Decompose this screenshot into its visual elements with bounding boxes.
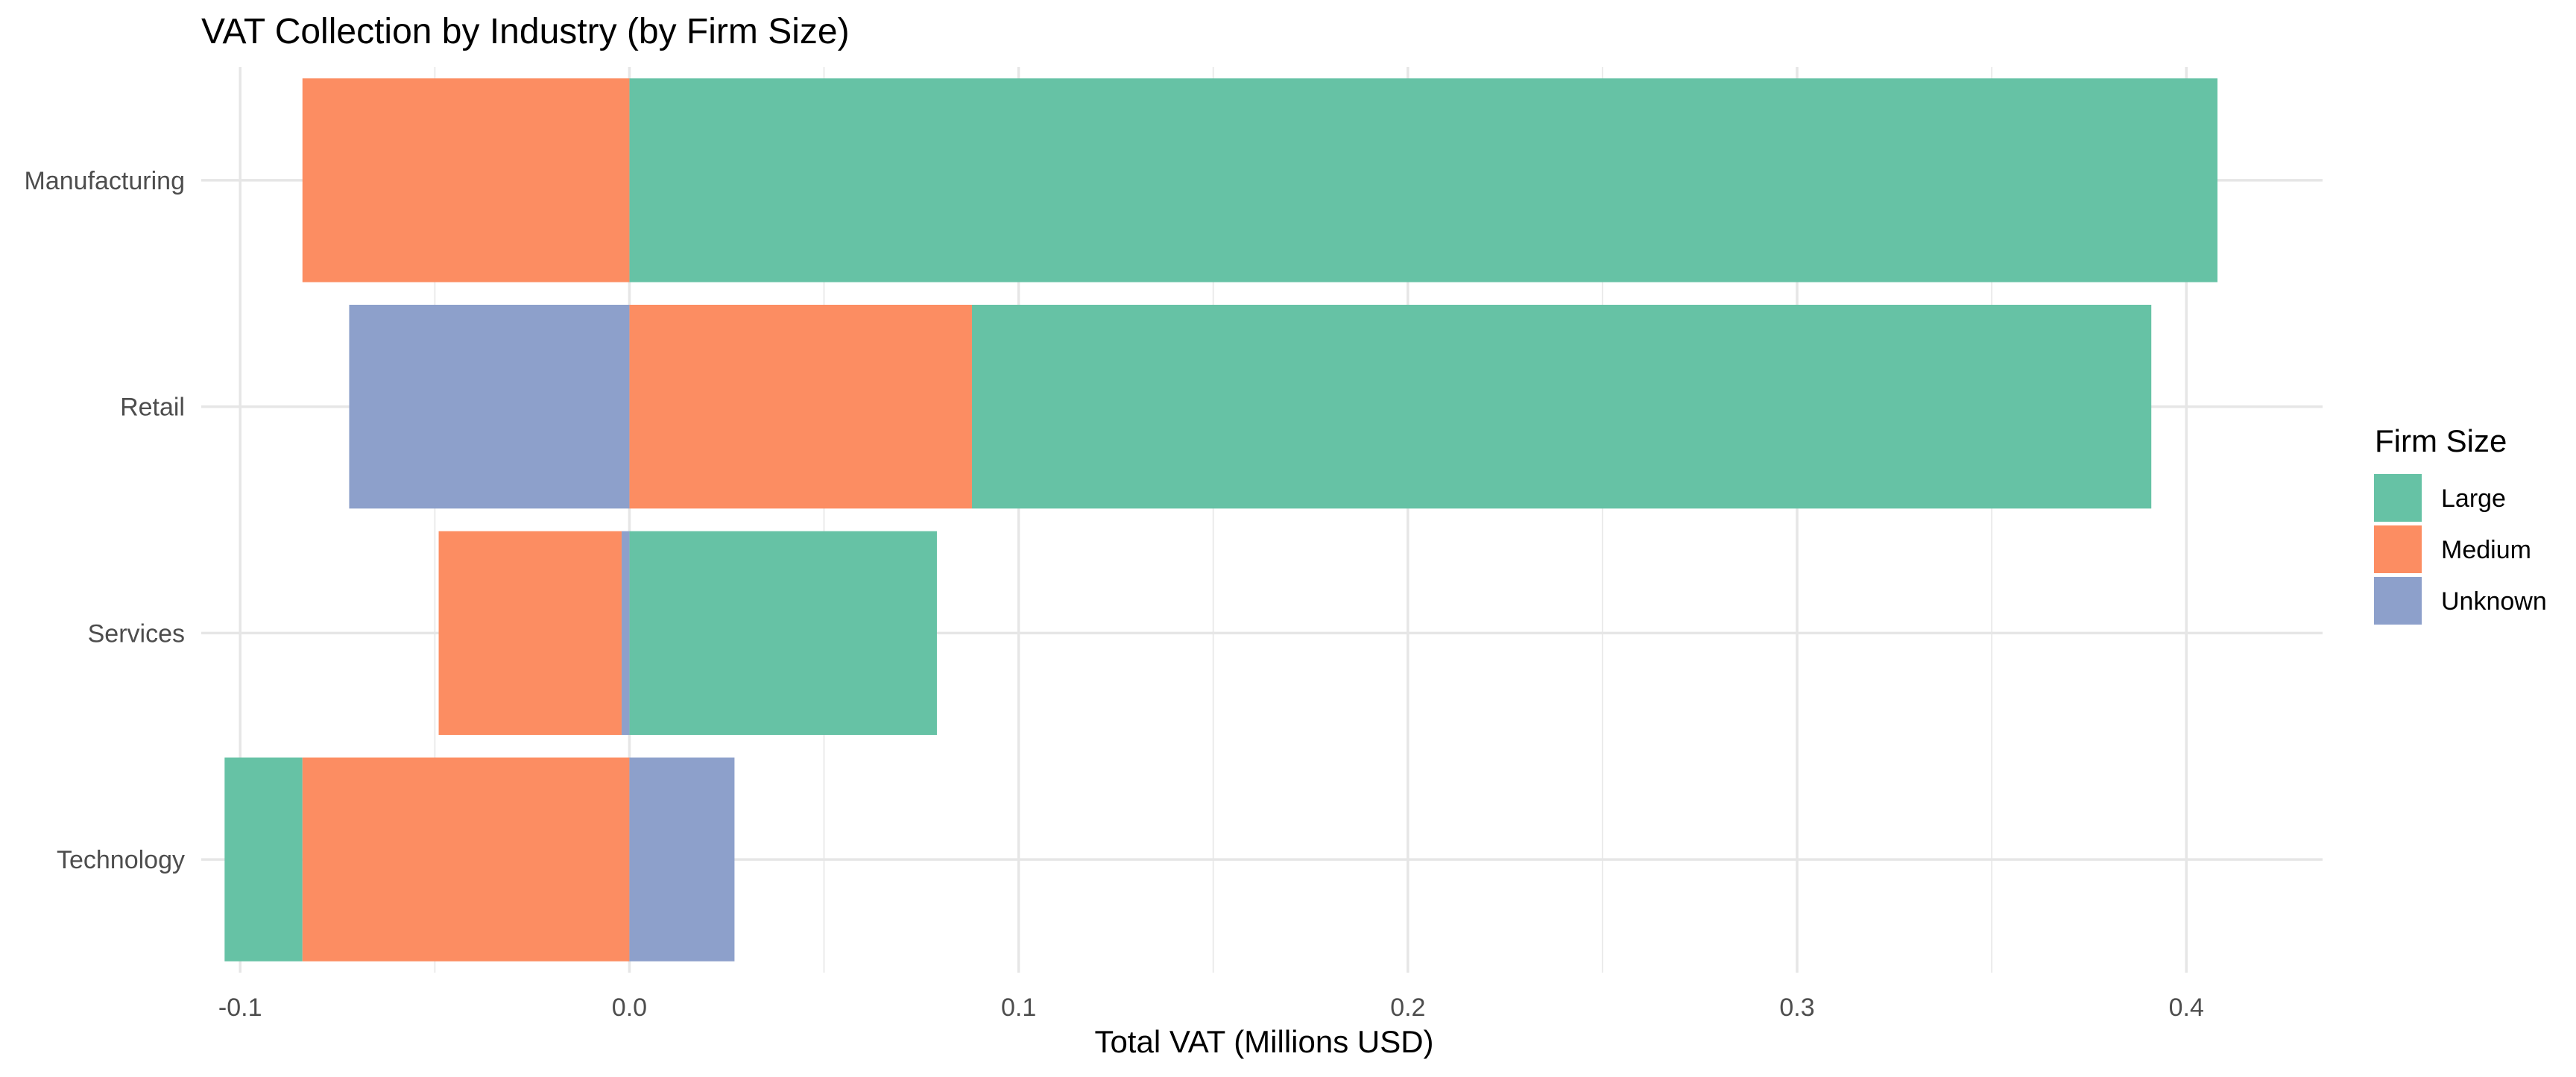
bar-unknown-retail xyxy=(349,304,630,509)
legend: Firm Size Large Medium Unknown xyxy=(2374,423,2547,625)
x-axis-labels: -0.1 0.0 0.1 0.2 0.3 0.4 xyxy=(218,994,2204,1022)
y-tick-label: Services xyxy=(88,619,185,648)
legend-key-medium xyxy=(2374,525,2422,573)
y-axis-labels: Manufacturing Retail Services Technology xyxy=(25,167,185,874)
bar-large-manufacturing xyxy=(629,78,2218,282)
x-axis-title: Total VAT (Millions USD) xyxy=(1094,1024,1433,1059)
bar-unknown-technology xyxy=(629,757,735,961)
x-tick-label: 0.3 xyxy=(1779,994,1814,1022)
bar-medium-retail xyxy=(629,304,972,509)
legend-label: Medium xyxy=(2441,536,2531,564)
bar-large-retail xyxy=(971,304,2152,509)
x-tick-label: 0.1 xyxy=(1001,994,1036,1022)
bar-medium-services xyxy=(438,531,622,736)
bar-medium-technology xyxy=(302,757,630,961)
bar-layer xyxy=(224,78,2218,961)
legend-key-unknown xyxy=(2374,577,2422,625)
legend-label: Unknown xyxy=(2441,587,2547,616)
legend-title: Firm Size xyxy=(2375,423,2507,458)
y-tick-label: Retail xyxy=(120,394,185,422)
legend-key-large xyxy=(2374,474,2422,522)
x-tick-label: 0.0 xyxy=(612,994,647,1022)
x-tick-label: 0.4 xyxy=(2169,994,2204,1022)
bar-medium-manufacturing xyxy=(302,78,630,282)
bar-large-technology xyxy=(224,757,303,961)
x-tick-label: -0.1 xyxy=(218,994,262,1022)
legend-label: Large xyxy=(2441,484,2506,513)
bar-unknown-services xyxy=(621,531,630,736)
bar-large-services xyxy=(629,531,937,736)
chart-title: VAT Collection by Industry (by Firm Size… xyxy=(201,12,850,51)
y-tick-label: Technology xyxy=(57,846,185,874)
y-tick-label: Manufacturing xyxy=(25,167,185,195)
x-tick-label: 0.2 xyxy=(1390,994,1425,1022)
